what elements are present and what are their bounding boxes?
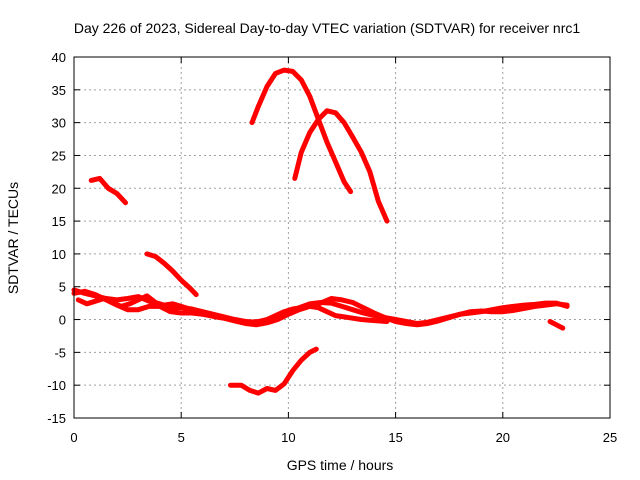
x-tick-label: 20 <box>496 430 510 445</box>
y-axis-label: SDTVAR / TECUs <box>5 182 21 294</box>
series-line-arc-6 <box>249 67 354 195</box>
y-tick-label: -10 <box>47 378 66 393</box>
chart-title: Day 226 of 2023, Sidereal Day-to-day VTE… <box>74 20 580 36</box>
series-line-arc-3 <box>75 293 390 325</box>
series-layer <box>71 67 570 396</box>
x-tick-label: 25 <box>603 430 617 445</box>
x-tick-label: 5 <box>178 430 185 445</box>
y-tick-label: 10 <box>52 247 66 262</box>
y-tick-label: 15 <box>52 214 66 229</box>
x-axis-label: GPS time / hours <box>287 457 394 473</box>
y-tick-label: -15 <box>47 411 66 426</box>
y-tick-label: 5 <box>59 280 66 295</box>
y-tick-label: 0 <box>59 313 66 328</box>
series-line-arc-7 <box>292 108 390 224</box>
plot-frame <box>73 56 611 419</box>
series-line-arc-9 <box>547 319 566 331</box>
tick-layer: 0 5 10 15 20 25 -15 -10 -5 0 5 10 15 20 25 30 35 40 <box>47 50 617 445</box>
x-tick-label: 15 <box>388 430 402 445</box>
grid-layer <box>74 57 610 418</box>
x-tick-label: 10 <box>281 430 295 445</box>
series-line-arc-5 <box>144 251 199 298</box>
series-line-arc-2 <box>71 288 570 328</box>
x-tick-label: 0 <box>70 430 77 445</box>
series-line-arc-8 <box>228 346 319 396</box>
y-tick-label: 25 <box>52 148 66 163</box>
y-tick-label: 40 <box>52 50 66 65</box>
series-line-arc-4 <box>88 175 128 206</box>
y-tick-label: -5 <box>54 345 66 360</box>
y-tick-label: 35 <box>52 83 66 98</box>
y-tick-label: 20 <box>52 181 66 196</box>
y-tick-label: 30 <box>52 116 66 131</box>
